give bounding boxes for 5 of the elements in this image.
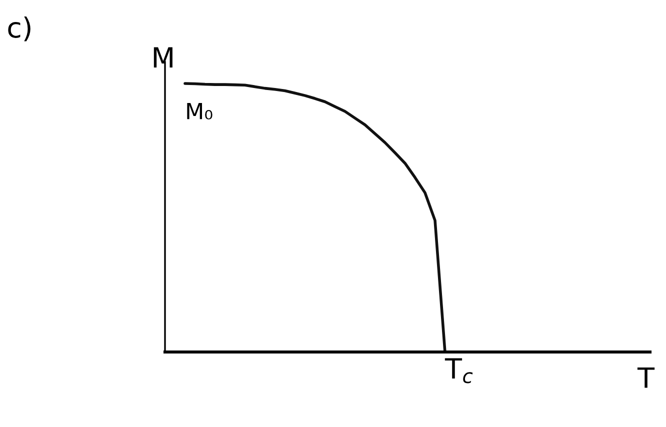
text: T$_{c}$ — [444, 358, 473, 384]
chart-title: c) — [8, 16, 30, 42]
x-axis-title: T — [637, 367, 655, 388]
annotation: M₀ — [187, 102, 212, 120]
y-axis-title: M — [154, 47, 172, 68]
